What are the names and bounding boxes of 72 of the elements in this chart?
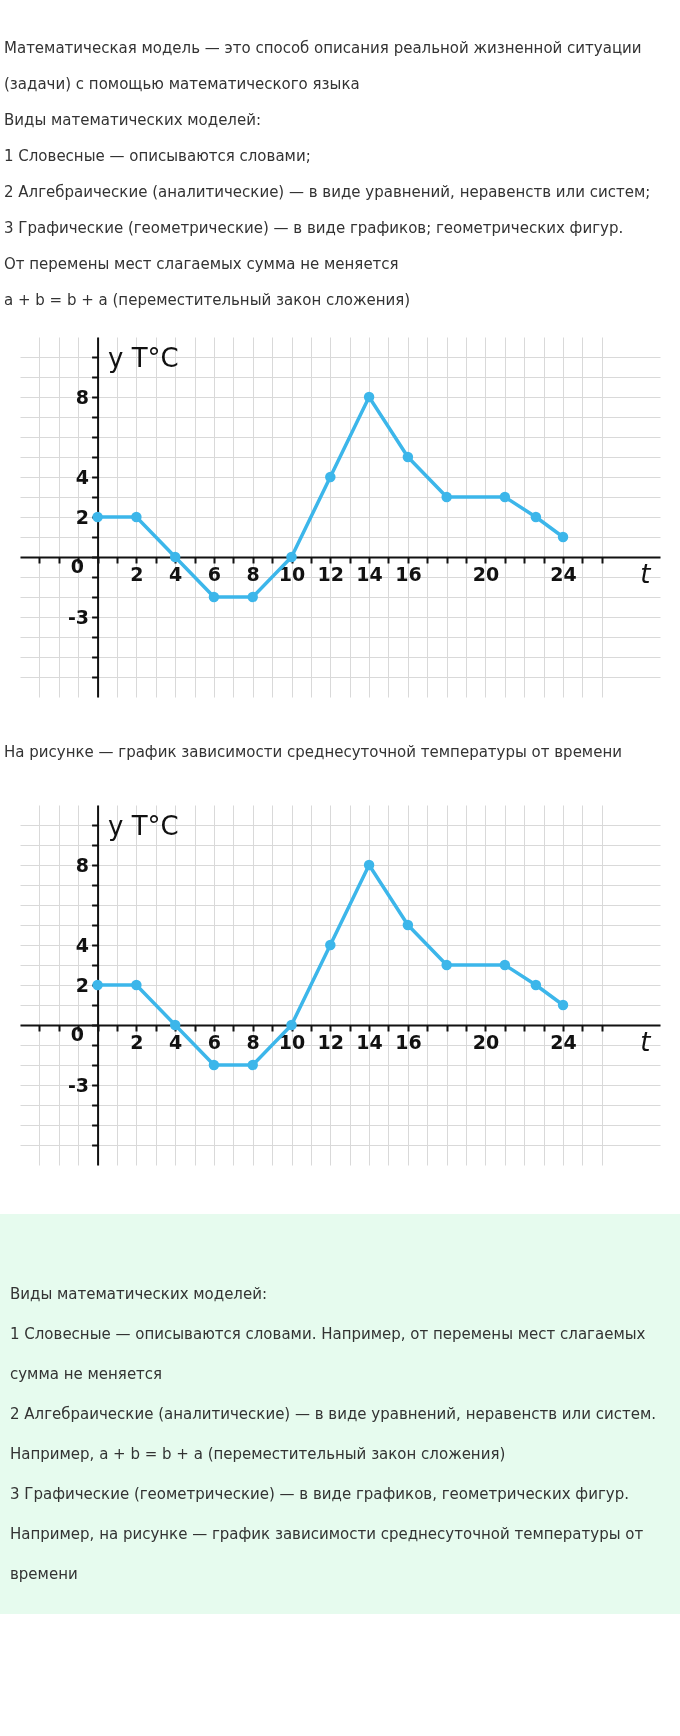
x-tick-label: 14 xyxy=(356,1030,383,1053)
point xyxy=(441,959,452,971)
y-tick-label: 2 xyxy=(75,973,90,996)
point xyxy=(92,979,103,991)
y-tick-label: -3 xyxy=(67,1073,90,1096)
point xyxy=(402,451,414,463)
x-tick-label: 8 xyxy=(246,1030,260,1053)
x-tick-label: 4 xyxy=(169,1030,183,1053)
text: 3 Графические (геометрические) — в виде графиков, геометрических фигур. Например, на рисунке — график зависимости среднесуточной температуры от времени xyxy=(10,1485,644,1583)
point xyxy=(557,999,569,1011)
y-axis-title: y T°C xyxy=(108,342,179,373)
x-tick-label: 12 xyxy=(317,1030,345,1053)
x-axis-title: t xyxy=(640,1026,652,1057)
text: От перемены мест слагаемых сумма не меняется xyxy=(4,254,400,275)
y-tick-label: 8 xyxy=(75,853,90,876)
text: Математическая модель — это способ описания реальной жизненной ситуации (задачи) с помощью математического языка xyxy=(4,39,642,93)
x-tick-label: 2 xyxy=(130,1030,144,1053)
x-axis-title: t xyxy=(640,558,652,589)
point xyxy=(557,531,569,543)
text: 1 Словесные — описываются словами. Например, от перемены мест слагаемых сумма не меняется xyxy=(10,1325,646,1383)
text: 2 Алгебраические (аналитические) — в виде уравнений, неравенств или систем; xyxy=(4,182,652,203)
point xyxy=(286,551,297,563)
x-tick-label: 24 xyxy=(550,1030,577,1053)
y-tick-label: 4 xyxy=(75,933,90,956)
point xyxy=(286,1019,297,1031)
point xyxy=(131,511,142,523)
point xyxy=(247,591,258,603)
point xyxy=(169,1019,181,1031)
x-tick-label: 6 xyxy=(207,562,222,585)
x-tick-label: 16 xyxy=(395,1030,422,1053)
x-tick-label: 2 xyxy=(130,562,144,585)
x-tick-label: 10 xyxy=(278,1030,306,1053)
x-tick-label: 24 xyxy=(550,562,577,585)
y-tick-label: 0 xyxy=(70,554,85,577)
y-tick-label: 8 xyxy=(75,385,90,408)
point xyxy=(325,471,336,483)
x-tick-label: 12 xyxy=(317,562,345,585)
point xyxy=(402,919,414,931)
y-tick-label: -3 xyxy=(67,605,90,628)
point xyxy=(131,979,142,991)
x-tick-label: 14 xyxy=(356,562,383,585)
text: a + b = b + a (переместительный закон сложения) xyxy=(4,290,412,311)
point xyxy=(208,1059,220,1071)
point xyxy=(363,859,375,871)
text: На рисунке — график зависимости среднесуточной температуры от времени xyxy=(4,743,623,761)
x-tick-label: 20 xyxy=(472,562,500,585)
point xyxy=(441,491,452,503)
x-tick-label: 16 xyxy=(395,562,422,585)
x-tick-label: 4 xyxy=(169,562,183,585)
text: Виды математических моделей: xyxy=(10,1284,268,1305)
point xyxy=(247,1059,258,1071)
y-tick-label: 0 xyxy=(70,1022,85,1045)
point xyxy=(208,591,220,603)
point xyxy=(530,979,542,991)
x-tick-label: 20 xyxy=(472,1030,500,1053)
x-tick-label: 10 xyxy=(278,562,306,585)
text: 1 Словесные — описываются словами; xyxy=(4,146,312,167)
text: Виды математических моделей: xyxy=(4,110,262,131)
y-axis-title: y T°C xyxy=(108,810,179,841)
y-tick-label: 4 xyxy=(75,465,90,488)
point xyxy=(325,939,336,951)
point xyxy=(92,511,103,523)
text: 3 Графические (геометрические) — в виде графиков; геометрических фигур. xyxy=(4,218,625,239)
point xyxy=(499,959,511,971)
x-tick-label: 6 xyxy=(207,1030,222,1053)
point xyxy=(169,551,181,563)
point xyxy=(499,491,511,503)
y-tick-label: 2 xyxy=(75,505,90,528)
text: 2 Алгебраические (аналитические) — в виде уравнений, неравенств или систем. Например, a + b = b + a (переместительный закон сложения) xyxy=(10,1405,656,1463)
x-tick-label: 8 xyxy=(246,562,260,585)
point xyxy=(363,391,375,403)
point xyxy=(530,511,542,523)
